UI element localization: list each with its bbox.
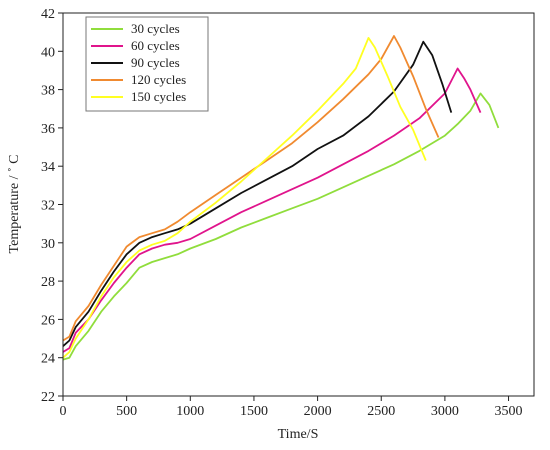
ticks-layer — [58, 12, 510, 401]
series-line-0 — [62, 92, 500, 361]
x-tick-label: 3000 — [431, 404, 459, 419]
series-line-1 — [62, 67, 482, 353]
y-axis-title: Temperature / ˚ C — [7, 155, 22, 254]
y-tick-label: 26 — [41, 313, 55, 328]
x-tick-label: 3500 — [495, 404, 523, 419]
x-axis-title: Time/S — [278, 427, 319, 442]
legend-items: 30 cycles 60 cycles 90 cycles 120 cycles 150… — [91, 21, 186, 104]
y-tick-label: 32 — [41, 199, 55, 214]
x-tick-label: 2000 — [304, 404, 332, 419]
x-tick-label: 500 — [116, 404, 137, 419]
series-line-2 — [62, 40, 453, 347]
y-tick-label: 24 — [41, 352, 55, 367]
y-tick-label: 30 — [41, 237, 55, 252]
legend: 30 cycles 60 cycles 90 cycles 120 cycles 150… — [85, 16, 209, 112]
tick-labels-layer: 0 500 1000 1500 2000 2500 3000 3500 22 24 26 28 30 32… — [41, 7, 523, 419]
x-tick-label: 2500 — [367, 404, 395, 419]
y-tick-label: 40 — [41, 45, 55, 60]
y-tick-label: 22 — [41, 390, 55, 405]
y-tick-label: 28 — [41, 275, 55, 290]
legend-label-1: 60 cycles — [131, 38, 180, 53]
series-layer — [62, 35, 500, 361]
x-tick-label: 1000 — [176, 404, 204, 419]
legend-label-0: 30 cycles — [131, 21, 180, 36]
x-tick-label: 0 — [60, 404, 67, 419]
x-tick-label: 1500 — [240, 404, 268, 419]
y-tick-label: 34 — [41, 160, 55, 175]
legend-label-4: 150 cycles — [131, 89, 186, 104]
legend-label-3: 120 cycles — [131, 72, 186, 87]
plot-frame — [62, 12, 535, 397]
series-line-3 — [62, 35, 440, 342]
y-tick-label: 36 — [41, 122, 55, 137]
y-tick-label: 38 — [41, 84, 55, 99]
series-line-4 — [62, 37, 427, 359]
legend-label-2: 90 cycles — [131, 55, 180, 70]
y-tick-label: 42 — [41, 7, 55, 22]
